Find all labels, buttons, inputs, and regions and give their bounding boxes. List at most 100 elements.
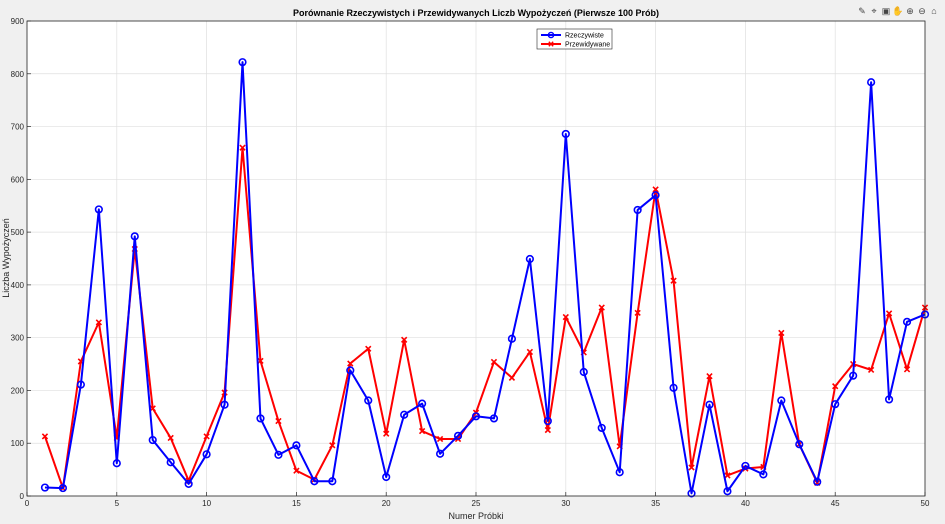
data-point (651, 191, 660, 200)
y-tick-label: 600 (11, 175, 25, 184)
data-point (383, 430, 390, 437)
data-point (184, 479, 193, 488)
data-point (130, 232, 139, 241)
y-tick-label: 700 (11, 123, 25, 132)
data-point (598, 304, 605, 311)
data-point (220, 400, 229, 409)
data-point (203, 433, 210, 440)
data-point (41, 433, 49, 440)
data-point (831, 400, 840, 409)
y-tick-label: 100 (11, 439, 25, 448)
y-tick-label: 400 (11, 281, 25, 290)
data-point (670, 277, 677, 284)
home-icon[interactable]: ⌂ (931, 6, 937, 16)
x-tick-label: 40 (741, 499, 750, 508)
data-point (166, 458, 175, 467)
data-point (274, 450, 283, 459)
data-point (795, 440, 804, 449)
data-point (706, 373, 713, 380)
data-point (813, 477, 822, 486)
x-tick-label: 15 (292, 499, 301, 508)
data-point (40, 483, 50, 492)
data-point (347, 360, 354, 367)
data-point (489, 414, 499, 423)
data-point (112, 459, 121, 468)
data-point (418, 399, 427, 408)
chart-title: Porównanie Rzeczywistych i Przewidywanyc… (293, 8, 659, 18)
data-point (58, 483, 68, 493)
data-point (634, 309, 641, 317)
x-tick-label: 25 (472, 499, 481, 508)
data-point (544, 426, 552, 434)
data-point (329, 442, 336, 449)
data-point (76, 380, 85, 389)
y-axis-label: Liczba Wypożyczeń (1, 218, 11, 297)
zoom-out-icon[interactable]: ⊖ (918, 5, 926, 16)
data-point (471, 412, 481, 421)
data-point (867, 78, 876, 87)
x-tick-label: 35 (651, 499, 660, 508)
data-point (239, 144, 246, 151)
data-point (293, 467, 300, 474)
data-point (832, 383, 839, 390)
legend-marker (547, 31, 555, 39)
data-point (867, 366, 875, 374)
legend-label: Rzeczywiste (565, 33, 604, 40)
data-point (902, 317, 912, 326)
data-point (400, 410, 409, 419)
series-line (44, 146, 926, 490)
data-point (705, 400, 714, 409)
data-point (778, 329, 785, 337)
x-tick-label: 50 (921, 499, 930, 508)
brush-icon[interactable]: ✎ (858, 5, 866, 16)
data-point (687, 489, 696, 498)
x-tick-label: 5 (115, 499, 120, 508)
data-point (238, 58, 247, 67)
pan-icon[interactable]: ✋ (892, 5, 904, 16)
export-icon[interactable]: ▣ (881, 5, 891, 16)
y-tick-label: 500 (11, 228, 25, 237)
data-point (490, 358, 498, 366)
data-tip-icon[interactable]: ⌖ (871, 5, 877, 16)
data-point (508, 374, 516, 381)
data-point (365, 345, 372, 352)
y-tick-label: 200 (11, 386, 25, 395)
data-point (507, 334, 517, 343)
data-point (328, 477, 337, 486)
data-point (436, 435, 444, 443)
legend-label: Przewidywane (565, 42, 610, 49)
ticks: 0 5 10 15 20 25 30 35 40 45 5001002003004005006007… (11, 17, 930, 508)
series-line (44, 61, 926, 495)
data-point (292, 441, 301, 450)
data-point (903, 366, 911, 373)
data-point (275, 417, 282, 425)
data-point (435, 449, 445, 458)
data-point (94, 205, 103, 214)
data-point (400, 336, 408, 343)
data-point (777, 396, 786, 405)
x-axis-label: Numer Próbki (448, 511, 503, 521)
x-tick-label: 20 (382, 499, 391, 508)
data-point (346, 366, 355, 375)
data-point (723, 487, 732, 496)
x-tick-label: 10 (202, 499, 211, 508)
data-point (562, 313, 569, 321)
data-point (95, 319, 103, 326)
data-point (652, 186, 659, 193)
data-point (364, 396, 373, 405)
data-point (688, 464, 695, 471)
data-point (724, 472, 731, 479)
data-point (884, 395, 894, 404)
data-point (526, 348, 534, 356)
data-point (615, 468, 624, 477)
data-point (202, 450, 211, 459)
data-point (382, 472, 391, 482)
zoom-in-icon[interactable]: ⊕ (906, 5, 914, 16)
x-tick-label: 0 (25, 499, 30, 508)
data-point (759, 470, 768, 479)
legend[interactable]: Rzeczywiste Przewidywane (536, 28, 613, 50)
series-rzeczywiste (40, 58, 930, 498)
y-tick-label: 300 (11, 334, 25, 343)
data-point (561, 129, 570, 139)
axes-toolbar: ✎ ⌖ ▣ ✋ ⊕ ⊖ ⌂ (857, 5, 939, 17)
